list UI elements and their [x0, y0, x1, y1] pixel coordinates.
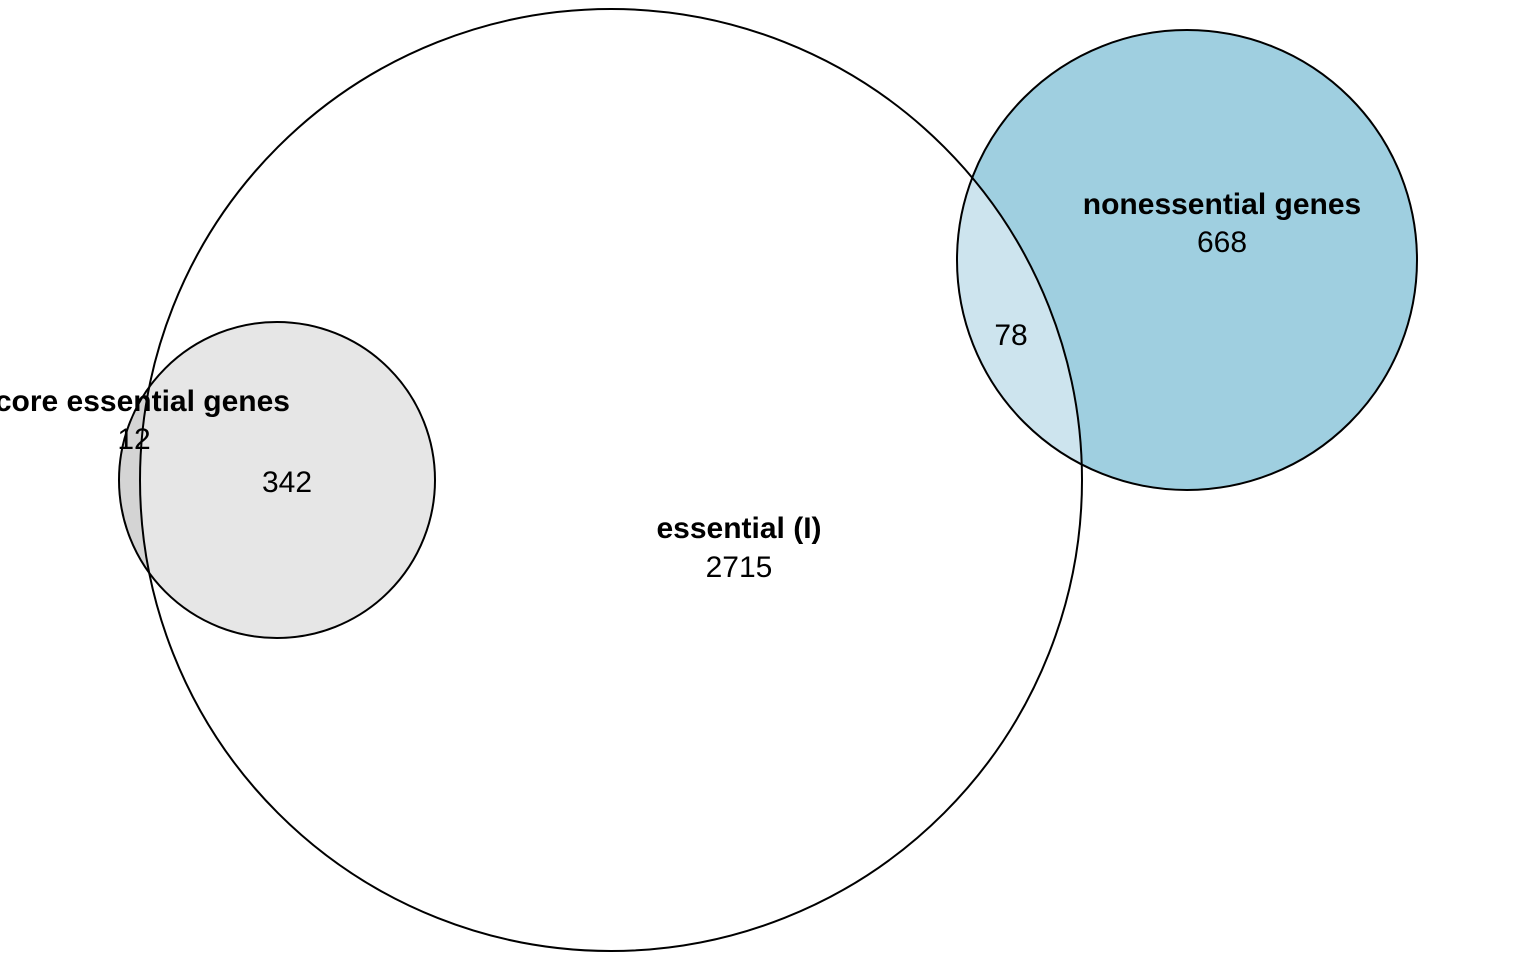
nonessential-only-count: 668	[1197, 226, 1247, 259]
nonessential-circle	[956, 29, 1418, 491]
core-set-label: core essential genes	[0, 385, 290, 418]
nonessential-only-region	[957, 30, 1417, 490]
essential-only-count: 2715	[706, 551, 773, 584]
essential-circle	[139, 8, 1083, 952]
nonessential-and-essential-count: 78	[994, 319, 1027, 352]
core-and-essential-region	[140, 322, 435, 638]
essential-set-label: essential (I)	[656, 512, 821, 545]
core-and-essential-count: 342	[262, 466, 312, 499]
core-essential-circle	[118, 321, 436, 639]
core-only-count: 12	[117, 423, 150, 456]
nonessential-set-label: nonessential genes	[1083, 188, 1361, 221]
